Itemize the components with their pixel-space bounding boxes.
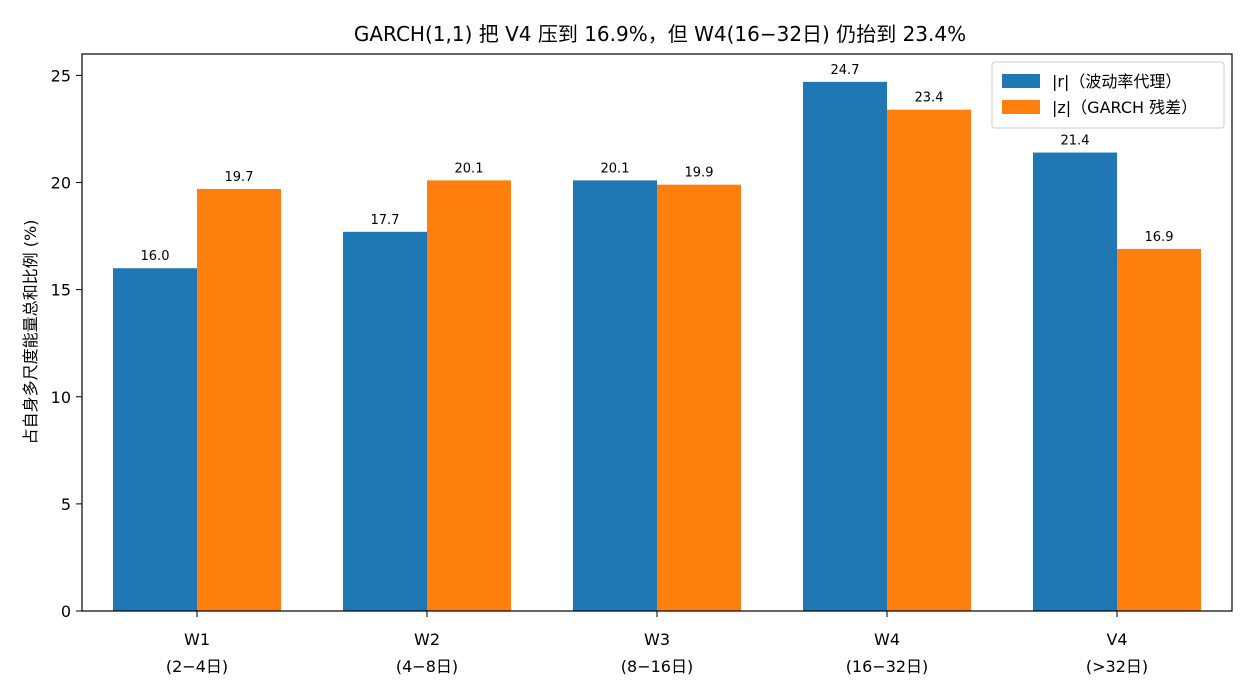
chart-title: GARCH(1,1) 把 V4 压到 16.9%，但 W4(16−32日) 仍抬…: [354, 22, 966, 46]
x-tick-label-3-0: W4: [874, 630, 900, 649]
x-tick-label-2-1: (8−16日): [621, 657, 693, 676]
y-tick-label-4: 20: [51, 174, 71, 193]
legend-label-1: |z|（GARCH 残差）: [1052, 98, 1197, 117]
bar-r-0: [113, 268, 197, 611]
x-tick-label-0-0: W1: [184, 630, 210, 649]
y-tick-label-0: 0: [61, 602, 71, 621]
data-label-r-1: 17.7: [371, 213, 400, 228]
data-label-r-2: 20.1: [601, 161, 630, 176]
x-tick-label-4-0: V4: [1106, 630, 1127, 649]
data-label-z-3: 23.4: [915, 91, 944, 106]
data-label-z-0: 19.7: [225, 170, 254, 185]
x-tick-label-0-1: (2−4日): [166, 657, 228, 676]
y-tick-label-5: 25: [51, 66, 71, 85]
data-label-z-4: 16.9: [1145, 230, 1174, 245]
x-tick-label-1-1: (4−8日): [396, 657, 458, 676]
bar-r-3: [803, 81, 887, 612]
bar-r-1: [343, 231, 427, 612]
legend-label-0: |r|（波动率代理）: [1052, 72, 1181, 91]
y-axis-label: 占自身多尺度能量总和比例 (%): [21, 220, 40, 445]
legend-box: [991, 61, 1225, 129]
x-tick-label-1-0: W2: [414, 630, 440, 649]
x-tick-label-4-1: (>32日): [1086, 657, 1148, 676]
y-tick-label-1: 5: [61, 495, 71, 514]
bar-z-0: [197, 188, 281, 611]
data-label-z-1: 20.1: [455, 161, 484, 176]
bar-z-3: [887, 109, 971, 611]
legend: |r|（波动率代理） |z|（GARCH 残差）: [991, 61, 1225, 129]
data-label-z-2: 19.9: [685, 166, 714, 181]
plot-area: 16.0 17.7 20.1 24.7 21.4 19.7 20.1 19.9 23.4 16.9…: [51, 53, 1233, 676]
data-label-r-3: 24.7: [831, 63, 860, 78]
x-tick-label-2-0: W3: [644, 630, 670, 649]
legend-swatch-0: [1002, 74, 1040, 88]
y-tick-label-2: 10: [51, 388, 71, 407]
bar-r-2: [573, 180, 657, 611]
x-tick-label-3-1: (16−32日): [846, 657, 929, 676]
data-label-r-4: 21.4: [1061, 134, 1090, 149]
bar-z-1: [427, 180, 511, 611]
y-tick-label-3: 15: [51, 281, 71, 300]
bar-r-4: [1033, 152, 1117, 612]
legend-swatch-1: [1002, 100, 1040, 114]
data-label-r-0: 16.0: [141, 249, 170, 264]
bar-z-2: [657, 184, 741, 611]
bar-z-4: [1117, 248, 1201, 611]
